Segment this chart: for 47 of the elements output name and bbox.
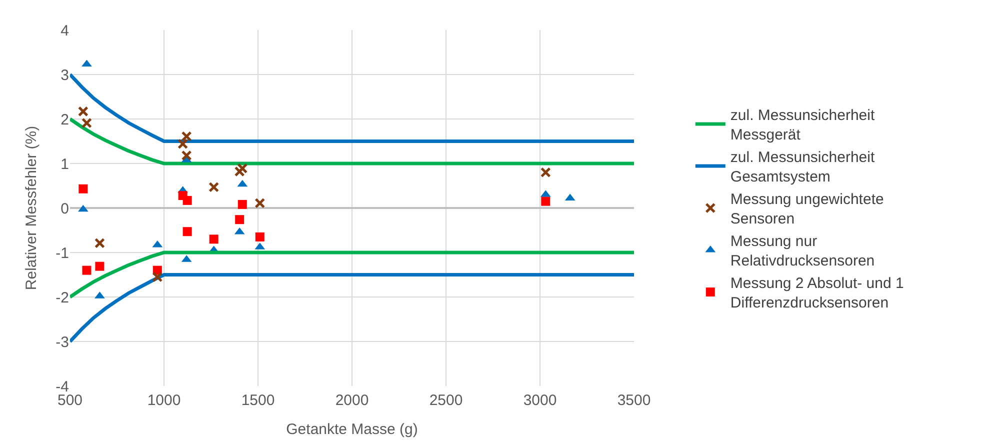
point: [234, 166, 245, 177]
point: [94, 238, 105, 248]
point: [152, 272, 163, 282]
legend-label: Messung 2 Absolut- und 1 Differenzdrucksensoren: [730, 275, 904, 312]
x-tick-label: 2500: [429, 392, 463, 409]
y-tick-label: 2: [60, 111, 69, 128]
point: [541, 196, 550, 206]
legend-label: zul. Messunsicherheit Gesamtsystem: [730, 149, 876, 186]
point: [78, 106, 88, 117]
y-tick-label: 4: [60, 22, 69, 40]
line-series: [70, 250, 634, 299]
x-tick-label: 1500: [241, 392, 275, 409]
point: [182, 227, 192, 236]
x-tick-label: 3500: [617, 392, 651, 409]
x-axis-title: Getankte Masse (g): [286, 421, 418, 438]
point: [178, 138, 188, 150]
point: [82, 266, 92, 275]
point: [78, 184, 88, 194]
line-series: [70, 72, 634, 143]
point: [209, 234, 218, 244]
point: [235, 215, 244, 224]
point: [182, 196, 192, 205]
point: [238, 200, 247, 209]
x-tick-label: 1000: [147, 392, 181, 409]
point: [255, 232, 264, 242]
point: [181, 150, 192, 161]
y-tick-label: 1: [60, 156, 69, 173]
point: [208, 182, 220, 192]
point: [181, 131, 192, 142]
line-series: [70, 273, 634, 344]
point: [95, 262, 104, 271]
point: [254, 198, 266, 208]
point: [237, 163, 248, 174]
point: [82, 60, 92, 67]
line-series: [70, 117, 634, 166]
legend-label: Messung nur Relativdrucksensoren: [730, 233, 875, 270]
legend-label: Messung ungewichtete Sensoren: [730, 191, 884, 228]
y-tick-label: -1: [56, 244, 69, 262]
point: [81, 118, 92, 128]
point: [540, 167, 551, 178]
y-tick-label: 0: [60, 200, 69, 218]
y-axis-title: Relativer Messfehler (%): [22, 126, 40, 290]
x-tick-label: 3000: [523, 392, 557, 409]
y-tick-label: 3: [60, 66, 69, 84]
x-tick-label: 2000: [335, 392, 369, 409]
y-tick-label: -2: [56, 289, 69, 306]
y-tick-label: -3: [56, 334, 69, 351]
